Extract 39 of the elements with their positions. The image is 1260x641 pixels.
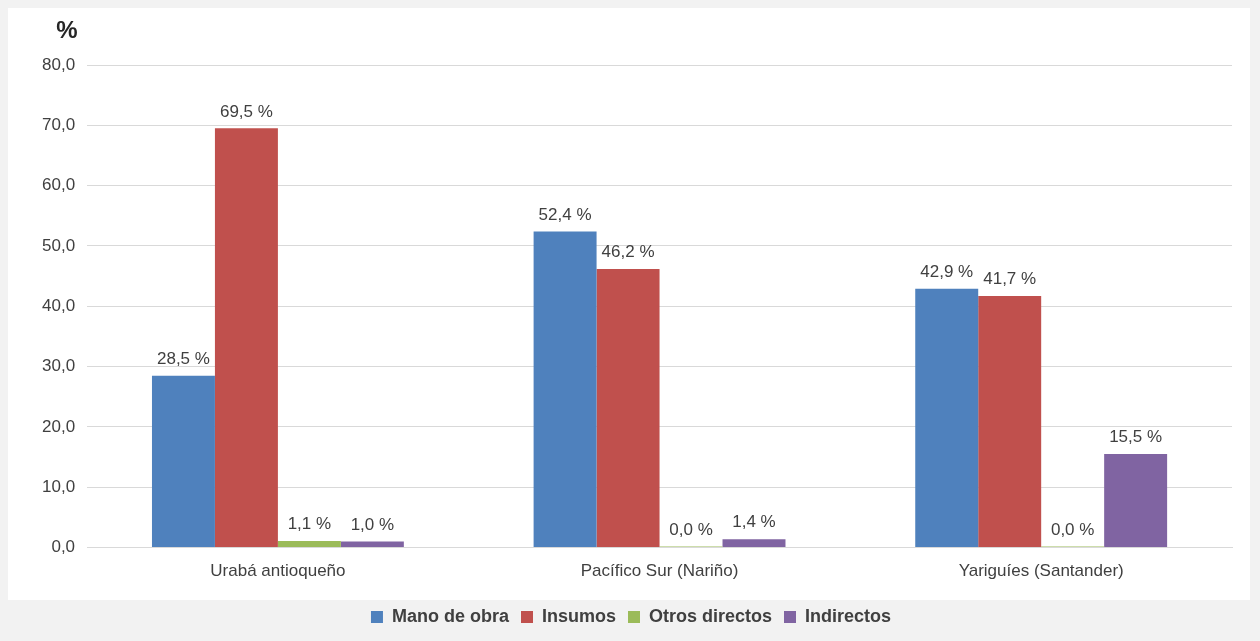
data-label: 1,1 % <box>287 514 332 534</box>
bar <box>978 296 1042 548</box>
bar <box>1104 454 1168 548</box>
y-tick-label: 50,0 <box>41 235 76 255</box>
bar <box>915 288 979 548</box>
bar <box>340 541 404 548</box>
legend-label: Insumos <box>541 605 616 626</box>
y-tick-label: 60,0 <box>41 175 76 195</box>
data-label: 28,5 % <box>156 348 210 368</box>
legend-label: Mano de obra <box>391 605 510 626</box>
data-label: 52,4 % <box>538 204 592 224</box>
x-tick-label: Yariguíes (Santander) <box>958 561 1124 581</box>
bar <box>533 231 597 548</box>
y-tick-label: 0,0 <box>51 537 76 557</box>
legend-label: Indirectos <box>805 605 892 626</box>
data-label: 1,0 % <box>350 514 395 534</box>
bar <box>151 375 215 548</box>
x-tick-label: Urabá antioqueño <box>210 561 346 581</box>
data-label: 0,0 % <box>669 519 713 539</box>
data-label: 0,0 % <box>1050 519 1095 539</box>
x-tick-label: Pacífico Sur (Nariño) <box>580 561 739 581</box>
bar <box>596 268 660 548</box>
data-label: 42,9 % <box>920 261 974 281</box>
data-label: 41,7 % <box>983 269 1037 289</box>
y-tick-label: 70,0 <box>41 115 76 135</box>
y-tick-label: 20,0 <box>41 416 76 436</box>
data-label: 69,5 % <box>219 101 273 121</box>
bar <box>722 539 786 548</box>
y-axis-title: % <box>56 15 78 43</box>
data-label: 15,5 % <box>1109 427 1163 447</box>
data-label: 1,4 % <box>732 512 776 532</box>
data-label: 46,2 % <box>601 242 655 262</box>
y-tick-label: 40,0 <box>41 295 76 315</box>
y-tick-label: 30,0 <box>41 356 76 376</box>
y-tick-label: 10,0 <box>41 476 76 496</box>
legend-label: Otros directos <box>648 605 773 626</box>
bar <box>277 540 341 548</box>
y-tick-label: 80,0 <box>41 54 76 74</box>
bar <box>214 128 278 548</box>
